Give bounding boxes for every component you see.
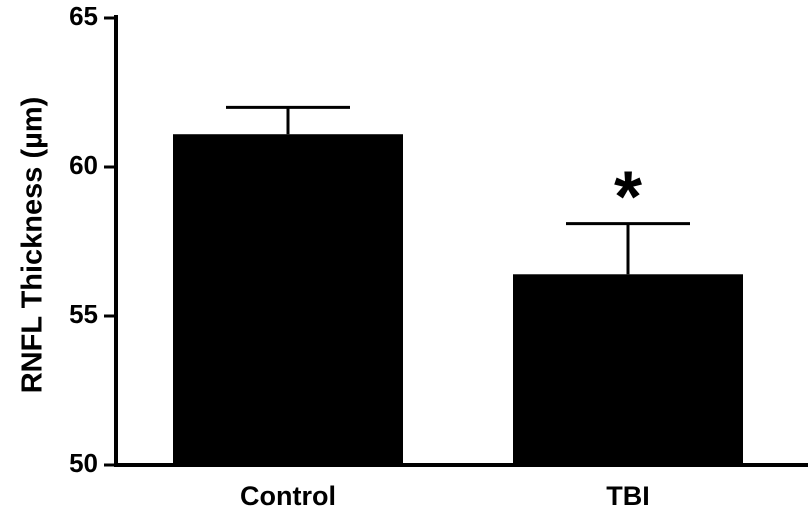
- annotations-group: *: [614, 158, 642, 238]
- y-tick-label: 55: [69, 299, 98, 329]
- y-tick-label: 65: [69, 1, 98, 31]
- x-category-label: Control: [240, 481, 336, 511]
- y-axis-title: RNFL Thickness (µm): [17, 97, 49, 394]
- bar-tbi: [513, 274, 743, 465]
- significance-asterisk: *: [614, 158, 642, 238]
- y-tick-label: 50: [69, 448, 98, 478]
- x-axis-labels: Control TBI: [240, 481, 650, 511]
- error-bars-group: [226, 105, 690, 275]
- bar-control: [173, 134, 403, 465]
- x-category-label: TBI: [606, 481, 650, 511]
- bars-group: [173, 134, 743, 465]
- y-tick-label: 60: [69, 150, 98, 180]
- y-axis-ticks: 50 55 60 65: [69, 1, 116, 478]
